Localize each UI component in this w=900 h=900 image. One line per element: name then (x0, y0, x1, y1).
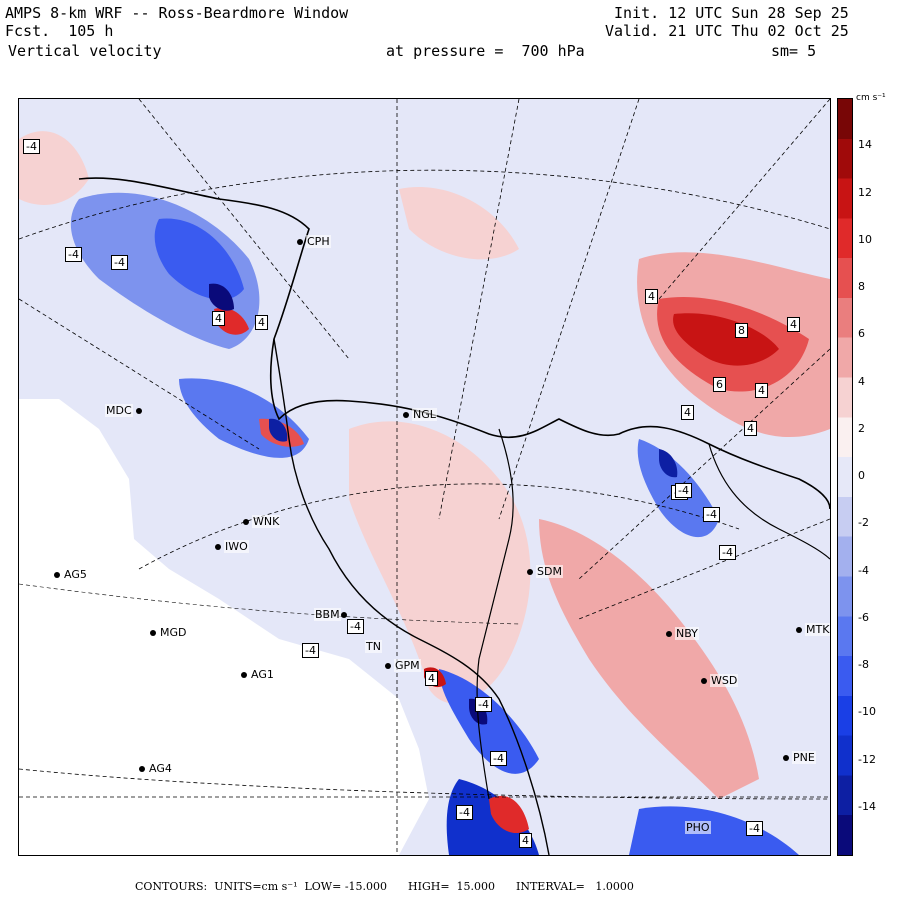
station-marker[interactable]: BBM (314, 608, 350, 621)
colorbar-tick-label: -2 (858, 516, 869, 530)
vertical-velocity-field (19, 99, 830, 855)
contour-label: 4 (255, 315, 268, 330)
station-marker[interactable]: GPM (385, 659, 421, 672)
station-marker[interactable]: WNK (243, 515, 281, 528)
station-marker[interactable]: MGD (150, 626, 188, 639)
contour-label: 4 (681, 405, 694, 420)
contour-label: -4 (23, 139, 40, 154)
station-marker[interactable]: IWO (215, 540, 249, 553)
contour-label: 4 (787, 317, 800, 332)
contour-label: 4 (519, 833, 532, 848)
colorbar-tick-label: -8 (858, 658, 869, 671)
contour-label: 8 (735, 323, 748, 338)
colorbar-tick-label: -10 (858, 705, 876, 719)
station-marker[interactable]: TN (365, 640, 382, 653)
colorbar-tick-label: -12 (858, 752, 876, 766)
colorbar-tick-label: 2 (858, 421, 865, 435)
station-marker[interactable]: MDC (105, 404, 145, 417)
contour-label: 6 (713, 377, 726, 392)
model-title: AMPS 8-km WRF -- Ross-Beardmore Window (5, 4, 349, 22)
station-marker[interactable]: NGL (403, 408, 437, 421)
contour-label: -4 (302, 643, 319, 658)
colorbar-tick-label: 0 (858, 469, 865, 482)
colorbar-tick-label: 8 (858, 280, 865, 293)
contour-label: -4 (347, 619, 364, 634)
contour-label: 4 (744, 421, 757, 436)
colorbar-tick-label: 10 (858, 232, 872, 246)
contour-label: 4 (755, 383, 768, 398)
contour-label: -4 (675, 483, 692, 498)
colorbar-tick-label: 4 (858, 374, 865, 388)
smoothing: sm= 5 (771, 42, 817, 60)
station-marker[interactable]: NBY (666, 627, 699, 640)
colorbar-tick-label: -6 (858, 610, 869, 624)
valid-time: Valid. 21 UTC Thu 02 Oct 25 (605, 22, 849, 40)
station-marker[interactable]: PHO (685, 821, 711, 834)
contour-label: -4 (719, 545, 736, 560)
colorbar-tick-label: -4 (858, 563, 869, 577)
contour-info: CONTOURS: UNITS=cm s⁻¹ LOW= -15.000 HIGH… (135, 880, 634, 893)
contour-label: -4 (111, 255, 128, 270)
colorbar-tick-label: 14 (858, 138, 872, 152)
contour-label: -4 (703, 507, 720, 522)
contour-label: -4 (746, 821, 763, 836)
colorbar-tick-label: 12 (858, 185, 872, 199)
colorbar (837, 98, 853, 856)
contour-label: -4 (475, 697, 492, 712)
contour-label: 4 (645, 289, 658, 304)
map-panel: -4 -4 -4 4 4 4 8 4 6 4 4 4 -4 -4 -4 -4 -… (18, 98, 831, 856)
station-marker[interactable]: AG5 (54, 568, 88, 581)
colorbar-tick-label: 6 (858, 327, 865, 341)
contour-label: 4 (425, 671, 438, 686)
station-marker[interactable]: CPH (297, 235, 331, 248)
contour-label: -4 (456, 805, 473, 820)
contour-label: -4 (65, 247, 82, 262)
forecast-hour: Fcst. 105 h (5, 22, 114, 40)
colorbar-tick-label: -14 (858, 799, 876, 813)
contour-label: 4 (212, 311, 225, 326)
station-marker[interactable]: WSD (701, 674, 739, 687)
init-time: Init. 12 UTC Sun 28 Sep 25 (614, 4, 849, 22)
colorbar-units: cm s⁻¹ (856, 93, 886, 103)
pressure-level: at pressure = 700 hPa (386, 42, 585, 60)
station-marker[interactable]: MTK (796, 623, 830, 636)
station-marker[interactable]: AG1 (241, 668, 275, 681)
station-marker[interactable]: SDM (527, 565, 563, 578)
field-name: Vertical velocity (8, 42, 162, 60)
station-marker[interactable]: AG4 (139, 762, 173, 775)
station-marker[interactable]: PNE (783, 751, 816, 764)
contour-label: -4 (490, 751, 507, 766)
